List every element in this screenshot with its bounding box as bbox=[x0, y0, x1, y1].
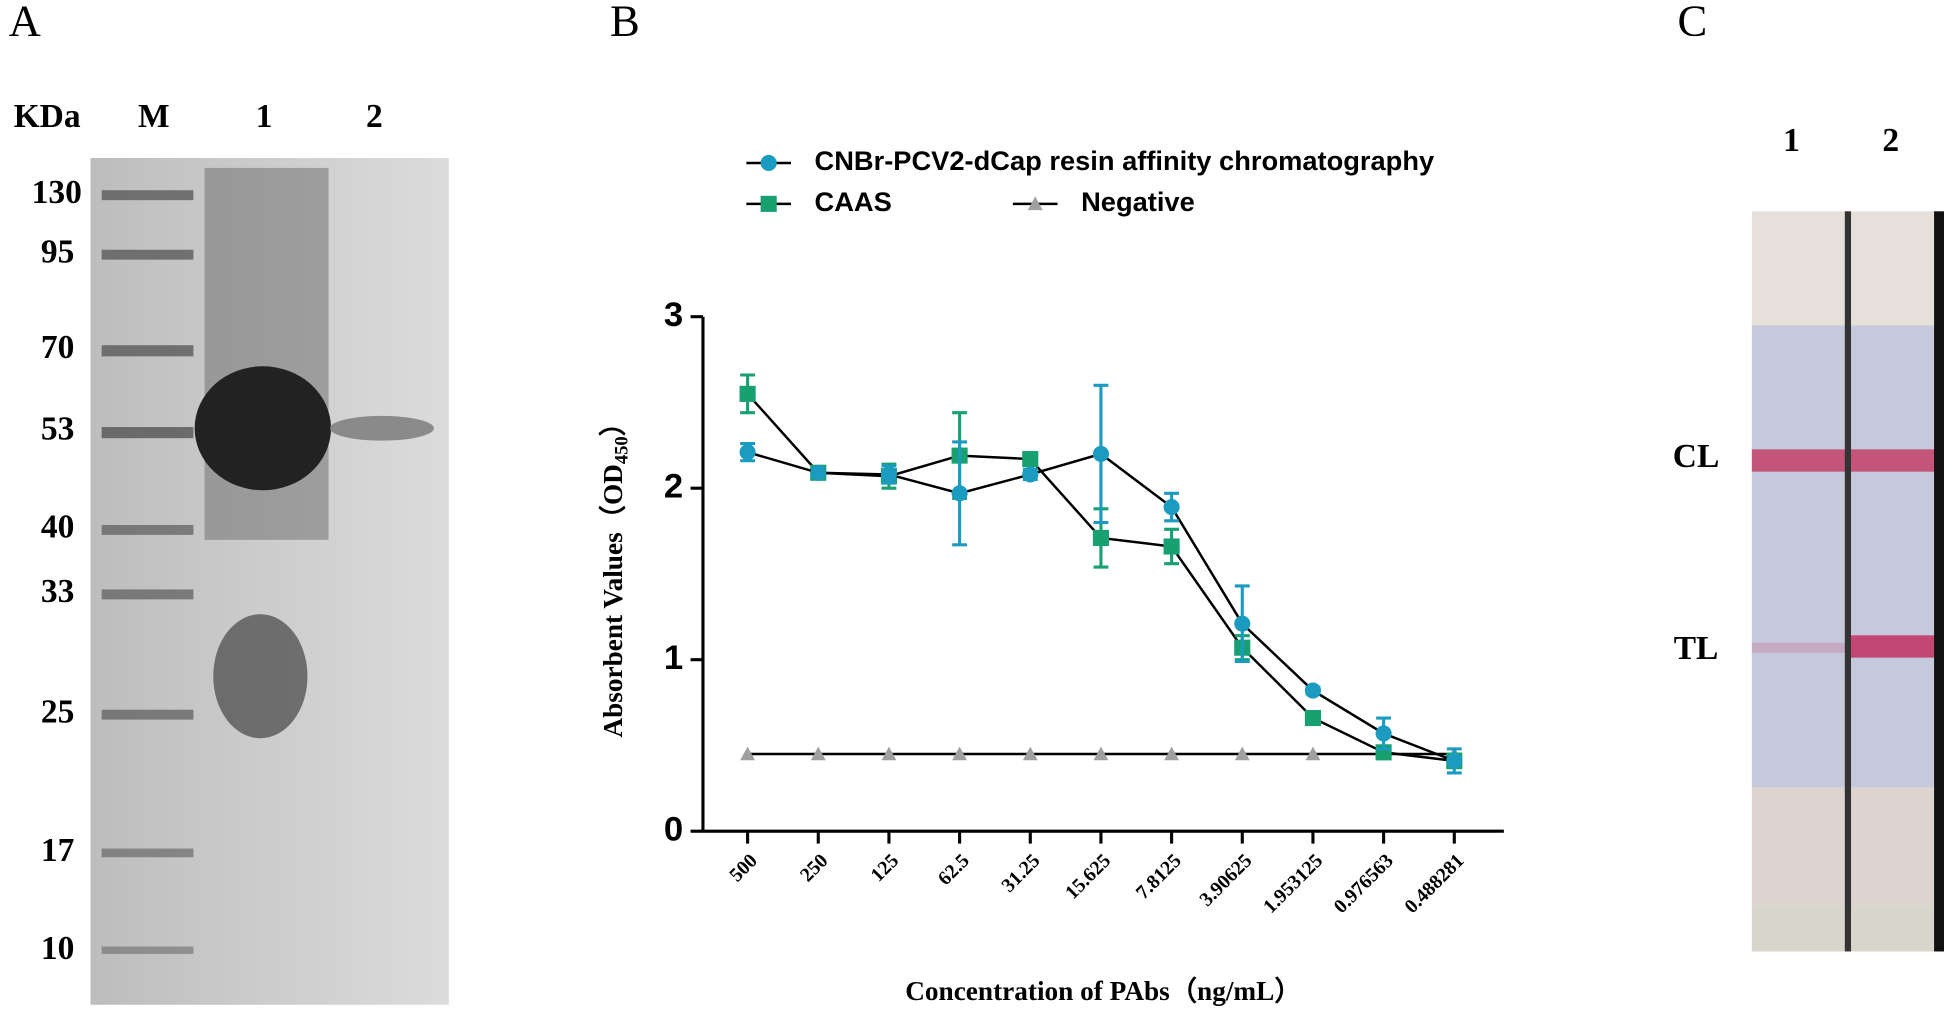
marker-label: 17 bbox=[41, 832, 74, 869]
lane-label: 2 bbox=[366, 98, 383, 135]
y-tick-label: 1 bbox=[664, 639, 683, 677]
data-point bbox=[1304, 709, 1322, 727]
marker-label: 10 bbox=[41, 930, 74, 967]
panel-label: C bbox=[1677, 0, 1707, 46]
data-point bbox=[1304, 682, 1322, 699]
legend-marker bbox=[760, 154, 777, 172]
strip-edge bbox=[1934, 211, 1944, 952]
data-point bbox=[739, 385, 756, 402]
data-point bbox=[1163, 538, 1180, 555]
data-point bbox=[1375, 725, 1392, 742]
line-label: CL bbox=[1673, 438, 1720, 475]
x-tick-label: 31.25 bbox=[997, 850, 1044, 897]
lane-label: M bbox=[138, 98, 170, 135]
x-tick-label: 250 bbox=[796, 850, 833, 887]
y-axis-label-subscript: 450 bbox=[612, 436, 633, 464]
x-tick-label: 0.976563 bbox=[1330, 850, 1398, 918]
data-point bbox=[1022, 746, 1038, 761]
marker-label: 33 bbox=[41, 573, 74, 610]
marker-label: 40 bbox=[41, 509, 74, 546]
panel-label: B bbox=[610, 0, 640, 46]
data-point bbox=[1092, 445, 1109, 462]
chart: B Concentration of PAbs（ng/mL） Absorbent… bbox=[598, 0, 1504, 1006]
data-point bbox=[880, 466, 897, 483]
data-point bbox=[1446, 752, 1463, 769]
y-axis-label-part: ） bbox=[598, 409, 628, 436]
x-axis-label: Concentration of PAbs（ng/mL） bbox=[905, 976, 1301, 1006]
marker-labels: 130 95 70 53 40 33 25 17 10 bbox=[32, 174, 82, 967]
data-point bbox=[1234, 615, 1251, 632]
x-tick-label: 3.90625 bbox=[1195, 850, 1256, 911]
strip-panel: C 1 2 CL TL bbox=[1673, 0, 1944, 952]
data-point bbox=[739, 444, 756, 461]
divider bbox=[1844, 211, 1852, 952]
gel-panel: A KDa M 1 2 130 95 70 53 40 33 25 bbox=[9, 0, 449, 1005]
band bbox=[329, 415, 434, 441]
panel-label: A bbox=[9, 0, 41, 46]
data-point bbox=[810, 746, 826, 761]
data-point bbox=[1234, 746, 1250, 761]
legend-label: Negative bbox=[1081, 186, 1195, 217]
data-point bbox=[1022, 466, 1039, 483]
legend-marker bbox=[1027, 196, 1043, 211]
marker-label: 25 bbox=[41, 693, 74, 730]
data-point bbox=[1022, 450, 1039, 468]
x-tick-label: 7.8125 bbox=[1132, 850, 1186, 904]
legend-label: CAAS bbox=[815, 186, 892, 217]
band bbox=[213, 614, 308, 739]
y-tick-label: 2 bbox=[664, 467, 683, 505]
y-tick-label: 0 bbox=[664, 810, 683, 848]
data-point bbox=[952, 746, 968, 761]
x-tick-label: 125 bbox=[867, 850, 904, 887]
lane-label: 2 bbox=[1882, 122, 1899, 159]
lane-label: 1 bbox=[256, 98, 273, 135]
x-tick-label: 1.953125 bbox=[1259, 850, 1327, 918]
test-line bbox=[1851, 635, 1938, 658]
x-tick-label: 0.488281 bbox=[1400, 850, 1468, 918]
legend-label: CNBr-PCV2-dCap resin affinity chromatogr… bbox=[815, 145, 1435, 176]
marker-label: 95 bbox=[41, 233, 74, 270]
x-tick-label: 62.5 bbox=[934, 850, 974, 890]
y-axis-label-part: Absorbent Values（OD bbox=[598, 464, 628, 737]
data-point bbox=[881, 746, 897, 761]
ladder bbox=[101, 190, 194, 954]
data-point bbox=[810, 464, 827, 481]
marker-label: 53 bbox=[41, 411, 74, 448]
data-point bbox=[1093, 746, 1109, 761]
y-tick-label: 3 bbox=[664, 296, 683, 334]
test-line bbox=[1751, 642, 1845, 653]
data-point bbox=[1163, 499, 1180, 516]
lane-label: 1 bbox=[1783, 122, 1800, 159]
data-point bbox=[1092, 529, 1109, 546]
marker-label: 70 bbox=[41, 329, 74, 366]
data-point bbox=[1164, 746, 1180, 761]
x-tick-label: 500 bbox=[725, 850, 762, 887]
unit-label: KDa bbox=[14, 98, 81, 135]
data-point bbox=[740, 746, 756, 761]
marker-label: 130 bbox=[32, 174, 82, 211]
data-point bbox=[951, 485, 968, 502]
line-label: TL bbox=[1674, 630, 1719, 667]
y-axis-label: Absorbent Values（OD450） bbox=[598, 409, 632, 738]
data-point bbox=[1305, 746, 1321, 761]
band bbox=[194, 366, 332, 491]
x-tick-label: 15.625 bbox=[1061, 850, 1115, 904]
legend-marker bbox=[760, 195, 777, 212]
